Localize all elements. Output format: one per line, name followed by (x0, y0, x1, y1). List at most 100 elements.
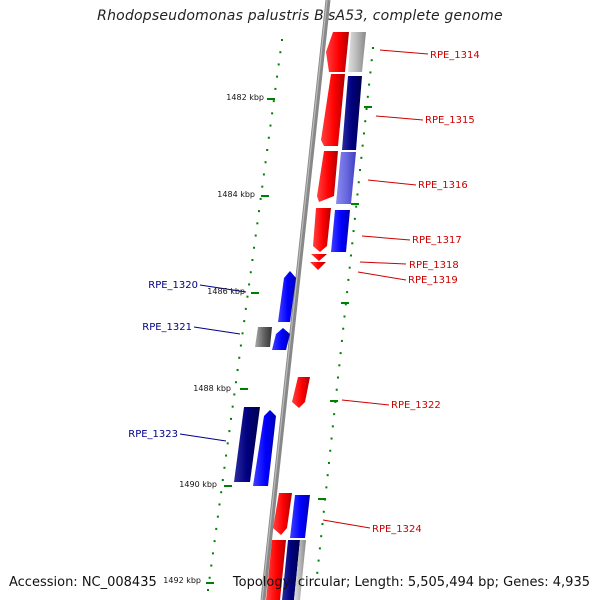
scale-dot (337, 376, 340, 379)
scale-ring (206, 39, 374, 591)
gene-arrow-rpe-1321-blue[interactable] (272, 328, 290, 350)
gene-label[interactable]: RPE_1320 (148, 280, 198, 291)
scale-dot (320, 535, 323, 538)
gene-label[interactable]: RPE_1319 (408, 275, 458, 286)
gene-arrow-rpe-1323-navy[interactable] (234, 407, 260, 482)
scale-dot (254, 234, 257, 237)
scale-dot (238, 356, 241, 359)
scale-dot (279, 51, 282, 54)
gene-arrow-bottom-gray[interactable] (294, 540, 306, 600)
scale-dot (330, 437, 333, 440)
scale-dot (231, 405, 234, 408)
gene-label[interactable]: RPE_1318 (409, 260, 459, 271)
gene-label[interactable]: RPE_1317 (412, 235, 462, 246)
kbp-label: 1488 kbp (193, 384, 231, 393)
gene-label[interactable]: RPE_1321 (142, 322, 192, 333)
scale-dot (360, 156, 363, 159)
kbp-label: 1486 kbp (207, 287, 245, 296)
gene-arrow-rpe-1323-blue[interactable] (253, 410, 276, 486)
scale-dot (372, 47, 374, 49)
gene-label[interactable]: RPE_1314 (430, 50, 480, 61)
scale-dot (274, 87, 277, 90)
gene-arrow-bottom-red[interactable] (266, 540, 286, 600)
gene-arrow-rpe-1315-navy[interactable] (342, 76, 362, 150)
scale-dot (351, 242, 354, 245)
scale-dot (338, 364, 341, 367)
scale-dot (366, 95, 369, 98)
scale-dot (329, 449, 332, 452)
scale-dot (364, 120, 367, 123)
accession-label: Accession: NC_008435 (9, 575, 157, 590)
gene-arrow-rpe-1318[interactable] (311, 254, 327, 261)
scale-dot (321, 522, 324, 525)
scale-dot (327, 461, 330, 464)
genome-backbone (260, 0, 331, 600)
scale-dot (347, 278, 350, 281)
gene-arrow-rpe-1315-red[interactable] (321, 74, 345, 146)
gene-label[interactable]: RPE_1322 (391, 400, 441, 411)
scale-dot (361, 144, 364, 147)
gene-arrow-rpe-1317-blue[interactable] (331, 210, 350, 252)
gene-arrow-rpe-1314-gray[interactable] (348, 32, 366, 72)
scale-dot (241, 332, 244, 335)
right-leader-lines (322, 49, 429, 529)
scale-dot (343, 315, 346, 318)
scale-dot (352, 230, 355, 233)
kbp-label: 1484 kbp (217, 190, 255, 199)
scale-dot (269, 124, 272, 127)
scale-dot (281, 39, 283, 41)
scale-dot (239, 344, 242, 347)
scale-dot (261, 185, 264, 188)
gene-label[interactable]: RPE_1315 (425, 115, 475, 126)
gene-arrow-rpe-1316-lavender[interactable] (336, 152, 356, 204)
scale-dot (349, 254, 352, 257)
scale-dot (365, 108, 368, 111)
scale-dot (249, 271, 252, 274)
gene-arrow-rpe-1316-red[interactable] (317, 151, 338, 202)
scale-dot (216, 515, 219, 518)
scale-dot (317, 559, 320, 562)
scale-dot (228, 430, 231, 433)
scale-dot (357, 181, 360, 184)
genome-summary: Topology: circular; Length: 5,505,494 bp… (232, 575, 590, 590)
scale-dot (325, 486, 328, 489)
genome-title: Rhodopseudomonas palustris BisA53, compl… (97, 8, 503, 24)
gene-labels: RPE_1314 RPE_1315 RPE_1316 RPE_1317 RPE_1318… (128, 50, 480, 535)
gene-arrow-rpe-1317-red[interactable] (313, 208, 331, 252)
gene-arrow-rpe-1324-red[interactable] (273, 493, 292, 535)
scale-dot (355, 205, 358, 208)
gene-arrow-rpe-1324-blue[interactable] (290, 495, 310, 538)
scale-dot (335, 388, 338, 391)
scale-dot (210, 564, 213, 567)
gene-label[interactable]: RPE_1316 (418, 180, 468, 191)
scale-dot (234, 381, 237, 384)
scale-dot (359, 169, 362, 172)
scale-dot (226, 442, 229, 445)
scale-dot (331, 425, 334, 428)
scale-dot (225, 454, 228, 457)
kbp-label: 1492 kbp (163, 576, 201, 585)
scale-dot (243, 320, 246, 323)
scale-dot (266, 149, 269, 151)
scale-dot (256, 222, 259, 225)
scale-dot (211, 552, 214, 555)
gene-arrow-rpe-1321-gray[interactable] (255, 327, 272, 347)
gene-arrow-rpe-1319[interactable] (310, 262, 326, 270)
scale-dot (244, 307, 247, 310)
gene-arrow-rpe-1314-red[interactable] (326, 32, 349, 72)
gene-arrow-rpe-1322[interactable] (292, 377, 310, 408)
scale-dot (257, 210, 260, 213)
scale-dot (322, 510, 325, 513)
scale-dot (276, 75, 279, 78)
scale-dot (215, 527, 218, 530)
scale-dot (221, 479, 224, 481)
scale-dot (356, 193, 359, 196)
scale-dot (220, 491, 223, 494)
scale-dot (369, 71, 372, 74)
gene-arrow-rpe-1320[interactable] (278, 271, 296, 322)
gene-label[interactable]: RPE_1323 (128, 429, 178, 440)
scale-dot (233, 393, 236, 396)
scale-dot (253, 246, 256, 249)
gene-label[interactable]: RPE_1324 (372, 524, 422, 535)
